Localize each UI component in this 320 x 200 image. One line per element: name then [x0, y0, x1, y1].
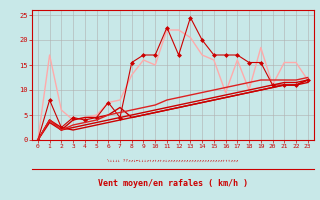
Text: \↓↓↓↓ ??↗↗↓←↓↓↓↗↑↗↑↗↑↗↓↗↗↗↗↗↗↗↗↗↗↗↗↗↗↗↗↗↗↗↗↗↑↑↑↗↗↗: \↓↓↓↓ ??↗↗↓←↓↓↓↗↑↗↑↗↑↗↓↗↗↗↗↗↗↗↗↗↗↗↗↗↗↗↗↗… [107, 159, 238, 163]
Text: Vent moyen/en rafales ( km/h ): Vent moyen/en rafales ( km/h ) [98, 178, 248, 188]
